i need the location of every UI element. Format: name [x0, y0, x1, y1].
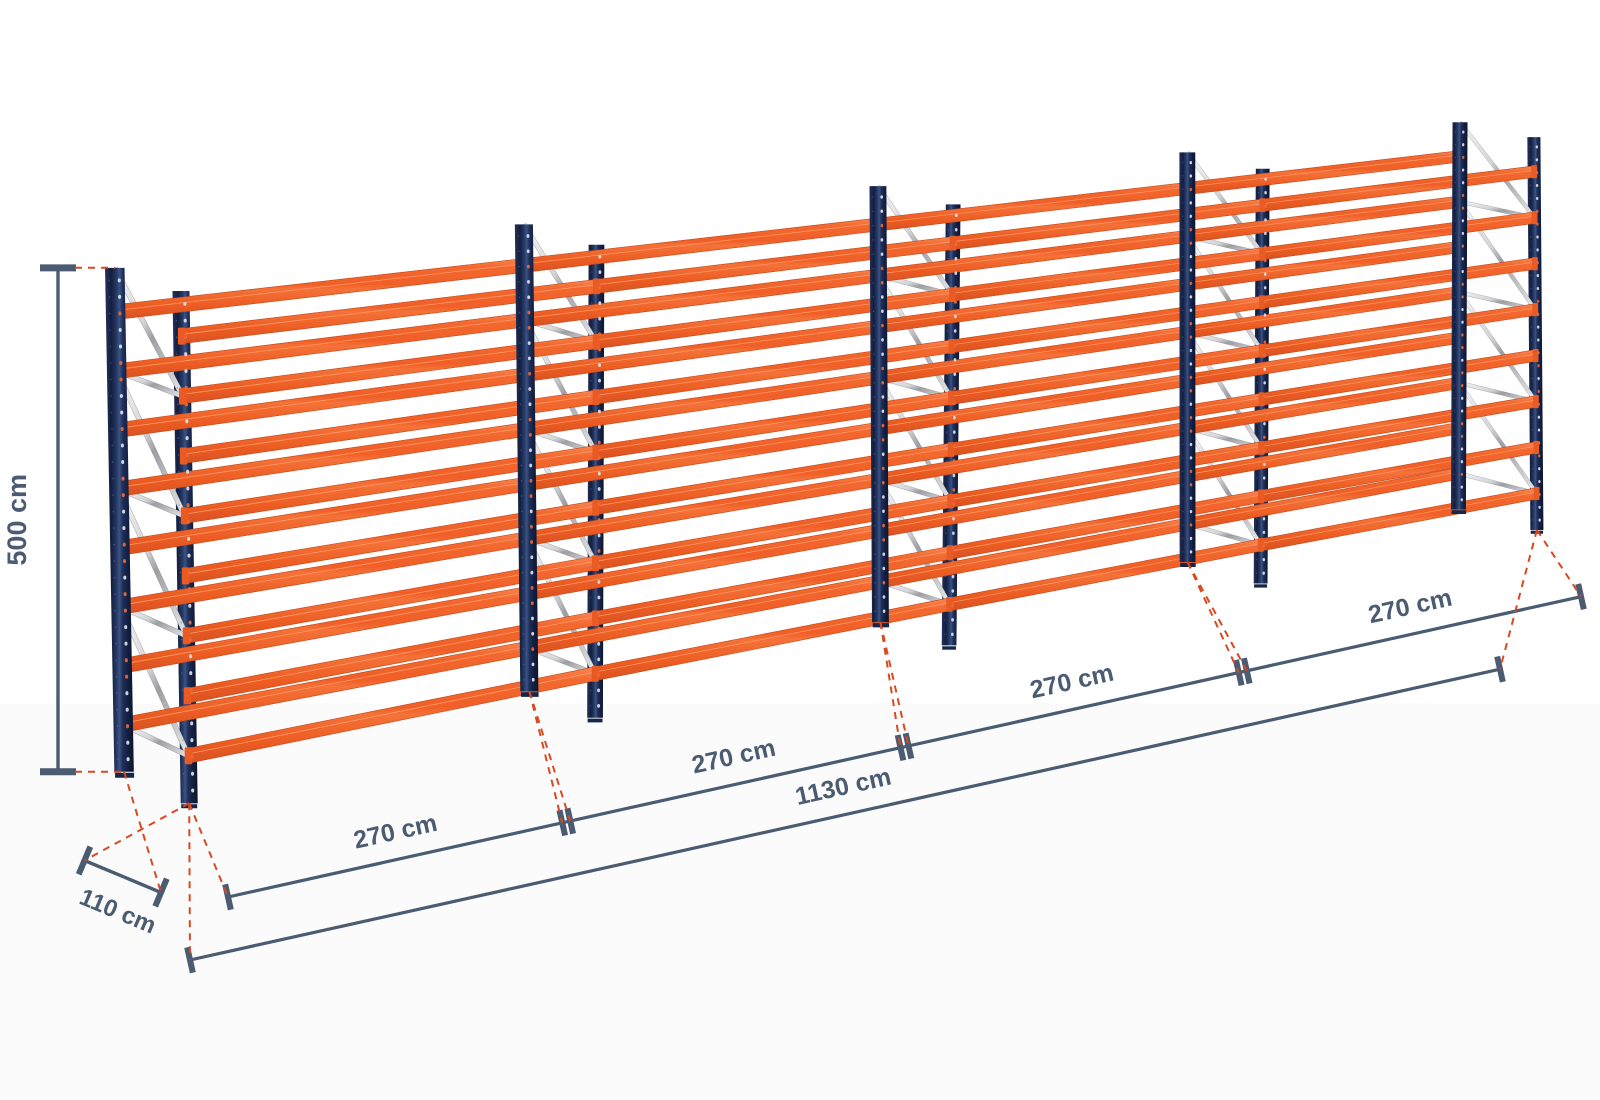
svg-text:500 cm: 500 cm [2, 474, 32, 566]
